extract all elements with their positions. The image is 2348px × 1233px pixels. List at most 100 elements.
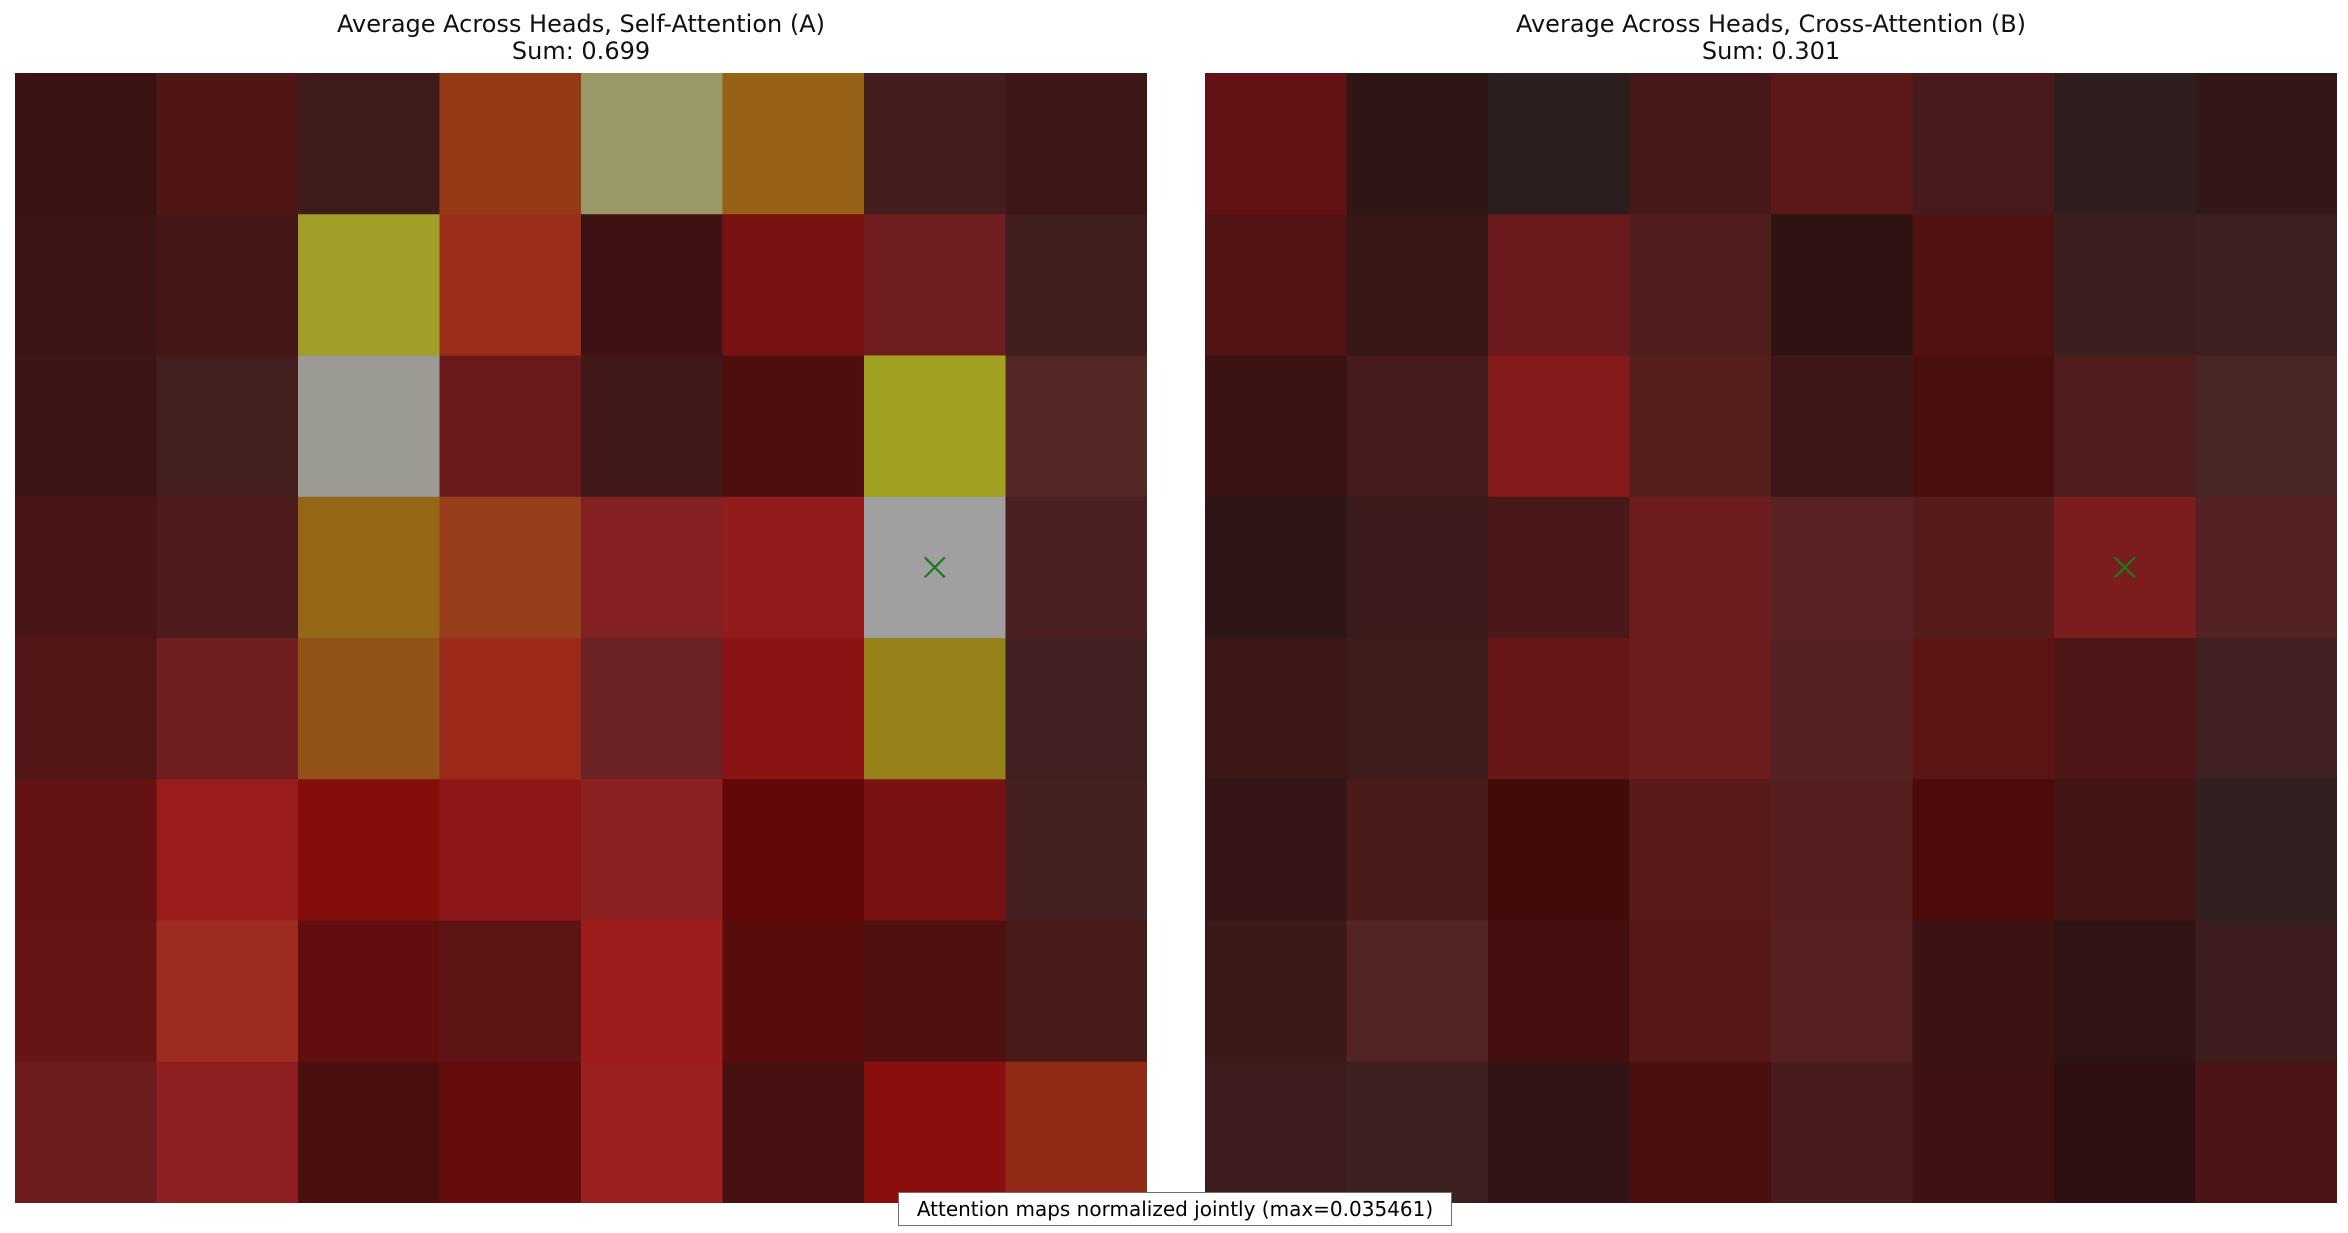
heatmap-cell-r0-c4 — [1771, 73, 1913, 215]
heatmap-cell-r7-c7 — [2195, 1061, 2337, 1203]
heatmap-cell-r7-c3 — [439, 1061, 582, 1203]
heatmap-cell-r0-c1 — [1346, 73, 1489, 215]
heatmap-cell-r2-c5 — [1912, 355, 2055, 498]
heatmap-cell-r3-c7 — [2195, 496, 2337, 639]
heatmap-cell-r2-c7 — [2195, 355, 2337, 498]
heatmap-cell-r0-c7 — [1005, 73, 1147, 215]
heatmap-cell-r4-c4 — [1771, 638, 1913, 780]
heatmap-cell-r6-c1 — [156, 920, 299, 1063]
heatmap-cell-r6-c5 — [1912, 920, 2055, 1063]
heatmap-cell-r6-c7 — [1005, 920, 1147, 1063]
heatmap-cell-r5-c2 — [1488, 779, 1630, 921]
heatmap-cell-r5-c4 — [581, 779, 723, 921]
heatmap-cell-r7-c2 — [1488, 1061, 1630, 1203]
heatmap-cell-r4-c1 — [1346, 638, 1489, 780]
heatmap-cell-r0-c3 — [439, 73, 582, 215]
heatmap-cell-r3-c3 — [1629, 496, 1772, 639]
heatmap-cell-r1-c1 — [156, 214, 299, 356]
heatmap-cell-r5-c0 — [1205, 779, 1347, 921]
heatmap-cell-r4-c7 — [2195, 638, 2337, 780]
heatmap-cell-r2-c3 — [1629, 355, 1772, 498]
heatmap-cell-r7-c1 — [156, 1061, 299, 1203]
heatmap-cell-r5-c6 — [864, 779, 1006, 921]
cross-attention-title: Average Across Heads, Cross-Attention (B… — [1205, 11, 2337, 65]
heatmap-cell-r6-c6 — [864, 920, 1006, 1063]
heatmap-cell-r7-c7 — [1005, 1061, 1147, 1203]
heatmap-cell-r6-c3 — [439, 920, 582, 1063]
heatmap-cell-r7-c2 — [298, 1061, 440, 1203]
heatmap-cell-r0-c6 — [2054, 73, 2196, 215]
heatmap-cell-r5-c6 — [2054, 779, 2196, 921]
heatmap-cell-r1-c7 — [1005, 214, 1147, 356]
heatmap-cell-r1-c0 — [1205, 214, 1347, 356]
heatmap-cell-r6-c2 — [1488, 920, 1630, 1063]
heatmap-cell-r0-c7 — [2195, 73, 2337, 215]
heatmap-cell-r2-c3 — [439, 355, 582, 498]
heatmap-cell-r7-c0 — [1205, 1061, 1347, 1203]
heatmap-cell-r7-c6 — [864, 1061, 1006, 1203]
heatmap-cell-r0-c1 — [156, 73, 299, 215]
heatmap-cell-r6-c6 — [2054, 920, 2196, 1063]
heatmap-cell-r2-c5 — [722, 355, 865, 498]
heatmap-cell-r0-c2 — [298, 73, 440, 215]
heatmap-cell-r0-c3 — [1629, 73, 1772, 215]
heatmap-cell-r1-c6 — [2054, 214, 2196, 356]
heatmap-cell-r3-c4 — [1771, 496, 1913, 639]
heatmap-cell-r1-c1 — [1346, 214, 1489, 356]
self-attention-heatmap — [15, 73, 1147, 1203]
heatmap-cell-r6-c5 — [722, 920, 865, 1063]
heatmap-cell-r1-c4 — [1771, 214, 1913, 356]
heatmap-cell-r7-c3 — [1629, 1061, 1772, 1203]
heatmap-cell-r6-c3 — [1629, 920, 1772, 1063]
heatmap-cell-r5-c3 — [439, 779, 582, 921]
heatmap-cell-r4-c0 — [1205, 638, 1347, 780]
heatmap-cell-r1-c7 — [2195, 214, 2337, 356]
heatmap-cell-r1-c5 — [722, 214, 865, 356]
heatmap-cell-r7-c5 — [1912, 1061, 2055, 1203]
heatmap-cell-r3-c1 — [156, 496, 299, 639]
heatmap-cell-r4-c3 — [439, 638, 582, 780]
heatmap-cell-r4-c7 — [1005, 638, 1147, 780]
heatmap-cell-r1-c3 — [1629, 214, 1772, 356]
normalization-caption: Attention maps normalized jointly (max=0… — [898, 1192, 1452, 1226]
self-attention-title-text: Average Across Heads, Self-Attention (A) — [336, 10, 826, 38]
heatmap-cell-r2-c2 — [1488, 355, 1630, 498]
heatmap-cell-r1-c3 — [439, 214, 582, 356]
heatmap-cell-r3-c0 — [15, 496, 157, 639]
heatmap-cell-r4-c6 — [2054, 638, 2196, 780]
heatmap-cell-r0-c5 — [722, 73, 865, 215]
self-attention-title: Average Across Heads, Self-Attention (A)… — [15, 11, 1147, 65]
heatmap-cell-r5-c1 — [156, 779, 299, 921]
heatmap-cell-r0-c6 — [864, 73, 1006, 215]
heatmap-cell-r6-c4 — [1771, 920, 1913, 1063]
heatmap-cell-r3-c2 — [298, 496, 440, 639]
heatmap-cell-r7-c0 — [15, 1061, 157, 1203]
heatmap-cell-r7-c4 — [1771, 1061, 1913, 1203]
heatmap-cell-r6-c7 — [2195, 920, 2337, 1063]
heatmap-cell-r5-c3 — [1629, 779, 1772, 921]
heatmap-cell-r3-c1 — [1346, 496, 1489, 639]
heatmap-cell-r1-c6 — [864, 214, 1006, 356]
heatmap-cell-r4-c6 — [864, 638, 1006, 780]
heatmap-cell-r6-c0 — [1205, 920, 1347, 1063]
heatmap-cell-r5-c7 — [2195, 779, 2337, 921]
heatmap-cell-r5-c7 — [1005, 779, 1147, 921]
heatmap-cell-r2-c1 — [1346, 355, 1489, 498]
cross-attention-heatmap — [1205, 73, 2337, 1203]
heatmap-cell-r2-c2 — [298, 355, 440, 498]
heatmap-cell-r7-c1 — [1346, 1061, 1489, 1203]
heatmap-cell-r7-c6 — [2054, 1061, 2196, 1203]
heatmap-cell-r6-c1 — [1346, 920, 1489, 1063]
heatmap-cell-r2-c7 — [1005, 355, 1147, 498]
heatmap-cell-r0-c2 — [1488, 73, 1630, 215]
heatmap-cell-r2-c6 — [2054, 355, 2196, 498]
query-position-marker-icon — [923, 556, 946, 579]
heatmap-cell-r2-c0 — [1205, 355, 1347, 498]
heatmap-cell-r3-c0 — [1205, 496, 1347, 639]
heatmap-cell-r2-c4 — [581, 355, 723, 498]
heatmap-cell-r2-c4 — [1771, 355, 1913, 498]
heatmap-cell-r2-c0 — [15, 355, 157, 498]
heatmap-cell-r4-c2 — [1488, 638, 1630, 780]
heatmap-cell-r5-c2 — [298, 779, 440, 921]
heatmap-cell-r0-c0 — [15, 73, 157, 215]
